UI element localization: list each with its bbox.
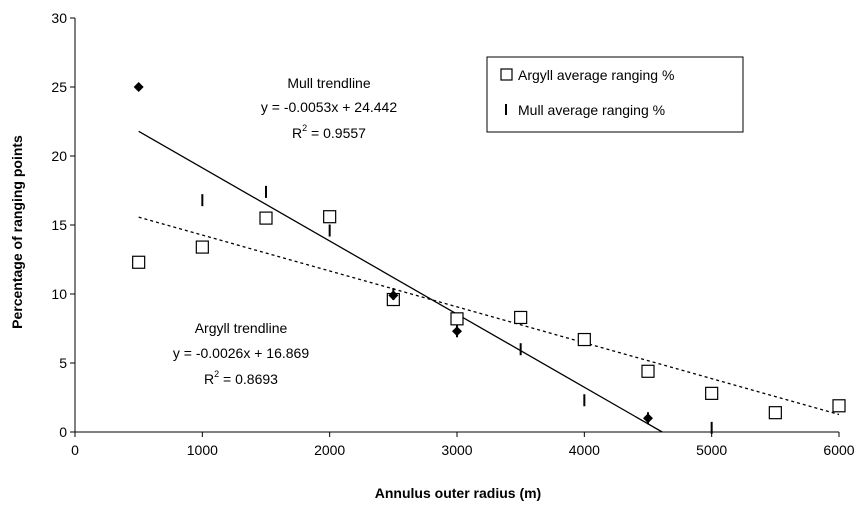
diamond-point: [643, 413, 653, 424]
mull-r2-label: R: [292, 125, 302, 141]
diamond-point: [388, 290, 399, 301]
argyll-point: [832, 399, 846, 413]
mull-annotation-r2: R2 = 0.9557: [292, 123, 366, 141]
y-tick-label: 0: [59, 424, 67, 440]
x-tick-label: 1000: [187, 442, 218, 458]
legend-box: [486, 56, 744, 133]
data-marks: [132, 82, 846, 434]
argyll-point: [577, 332, 591, 347]
x-tick-label: 5000: [696, 442, 727, 458]
y-tick-label: 30: [51, 10, 67, 26]
argyll-trendline: [138, 216, 840, 416]
legend-mull-label: Mull average ranging %: [518, 102, 665, 118]
legend-argyll-label: Argyll average ranging %: [518, 67, 674, 83]
y-tick-label: 25: [51, 79, 67, 95]
argyll-point: [195, 240, 209, 254]
x-tick-label: 4000: [569, 442, 600, 458]
x-tick-label: 0: [71, 442, 79, 458]
argyll-r2-label: R: [204, 371, 214, 387]
diamond-point: [133, 82, 144, 92]
argyll-point: [323, 210, 337, 224]
x-tick-label: 2000: [314, 442, 345, 458]
axes: 0 5 10 15 20 25 30 0 1000 2000 3000 4000 5000 6000: [51, 10, 854, 458]
argyll-point: [132, 255, 146, 269]
mull-r2-superscript: 2: [302, 123, 307, 133]
argyll-annotation-r2: R2 = 0.8693: [204, 369, 278, 387]
argyll-point: [259, 211, 273, 225]
argyll-r2-superscript: 2: [214, 369, 219, 379]
legend-argyll-marker: [500, 68, 513, 81]
argyll-trendline-annotation: Argyll trendline y = -0.0026x + 16.869 R…: [173, 320, 309, 387]
y-tick-label: 20: [51, 148, 67, 164]
argyll-point: [514, 310, 528, 325]
y-tick-label: 5: [59, 355, 67, 371]
argyll-point: [450, 312, 464, 326]
mull-r2-value: = 0.9557: [307, 125, 366, 141]
argyll-point: [768, 406, 782, 420]
argyll-point: [641, 364, 655, 378]
trendlines: [138, 130, 840, 433]
y-tick-label: 15: [51, 217, 67, 233]
x-tick-label: 3000: [441, 442, 472, 458]
argyll-point: [705, 386, 719, 400]
y-axis-title: Percentage of ranging points: [9, 135, 25, 329]
y-tick-label: 10: [51, 286, 67, 302]
x-tick-label: 6000: [823, 442, 854, 458]
x-axis-title: Annulus outer radius (m): [375, 485, 541, 501]
diamond-point: [452, 326, 462, 337]
argyll-annotation-title: Argyll trendline: [195, 320, 288, 336]
mull-annotation-equation: y = -0.0053x + 24.442: [261, 99, 397, 115]
argyll-r2-value: = 0.8693: [219, 371, 278, 387]
mull-annotation-title: Mull trendline: [287, 75, 370, 91]
argyll-annotation-equation: y = -0.0026x + 16.869: [173, 345, 309, 361]
legend: Argyll average ranging % Mull average ra…: [486, 56, 744, 133]
mull-trendline-annotation: Mull trendline y = -0.0053x + 24.442 R2 …: [261, 75, 397, 141]
mull-trendline: [138, 130, 663, 433]
